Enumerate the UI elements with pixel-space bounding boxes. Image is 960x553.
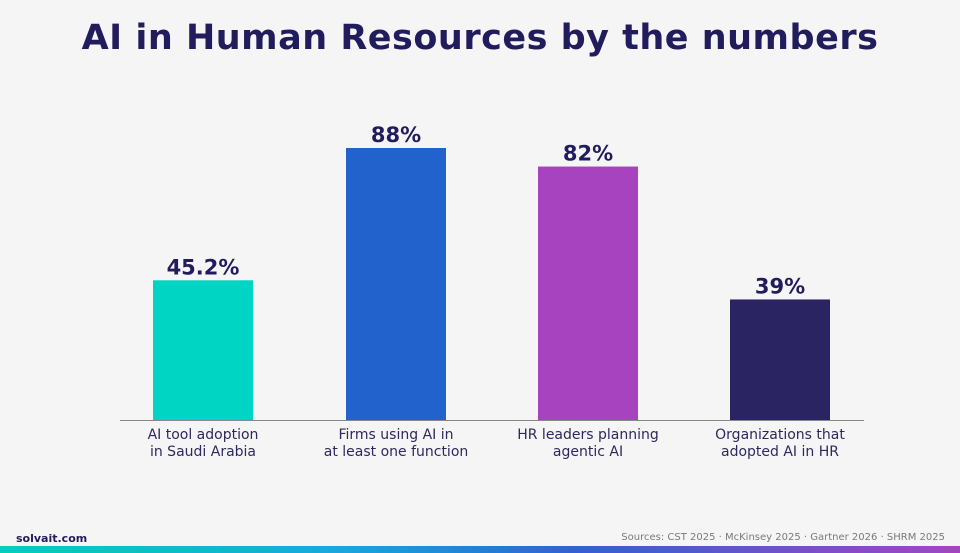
bar-1 — [153, 280, 253, 420]
bar-4 — [730, 299, 830, 420]
bar-value-label-3: 82% — [563, 142, 613, 166]
bar-value-label-4: 39% — [755, 274, 805, 298]
category-label-3-line-1: HR leaders planning — [517, 427, 659, 443]
brand-label: solvait.com — [16, 532, 88, 545]
bar-value-label-2: 88% — [371, 123, 421, 147]
bar-value-label-1: 45.2% — [167, 255, 240, 279]
category-label-2-line-2: at least one function — [324, 444, 469, 460]
chart-title: AI in Human Resources by the numbers — [81, 18, 879, 58]
category-label-1-line-2: in Saudi Arabia — [150, 444, 256, 460]
bar-3 — [538, 166, 638, 420]
bar-2 — [346, 147, 446, 420]
category-label-3-line-2: agentic AI — [553, 444, 623, 460]
category-label-4-line-2: adopted AI in HR — [721, 444, 839, 460]
category-label-2-line-1: Firms using AI in — [338, 427, 453, 443]
category-label-1-line-1: AI tool adoption — [148, 427, 259, 443]
sources-label: Sources: CST 2025 · McKinsey 2025 · Gart… — [621, 532, 945, 543]
category-label-4-line-1: Organizations that — [715, 427, 845, 443]
footer-gradient-bar — [0, 546, 960, 553]
